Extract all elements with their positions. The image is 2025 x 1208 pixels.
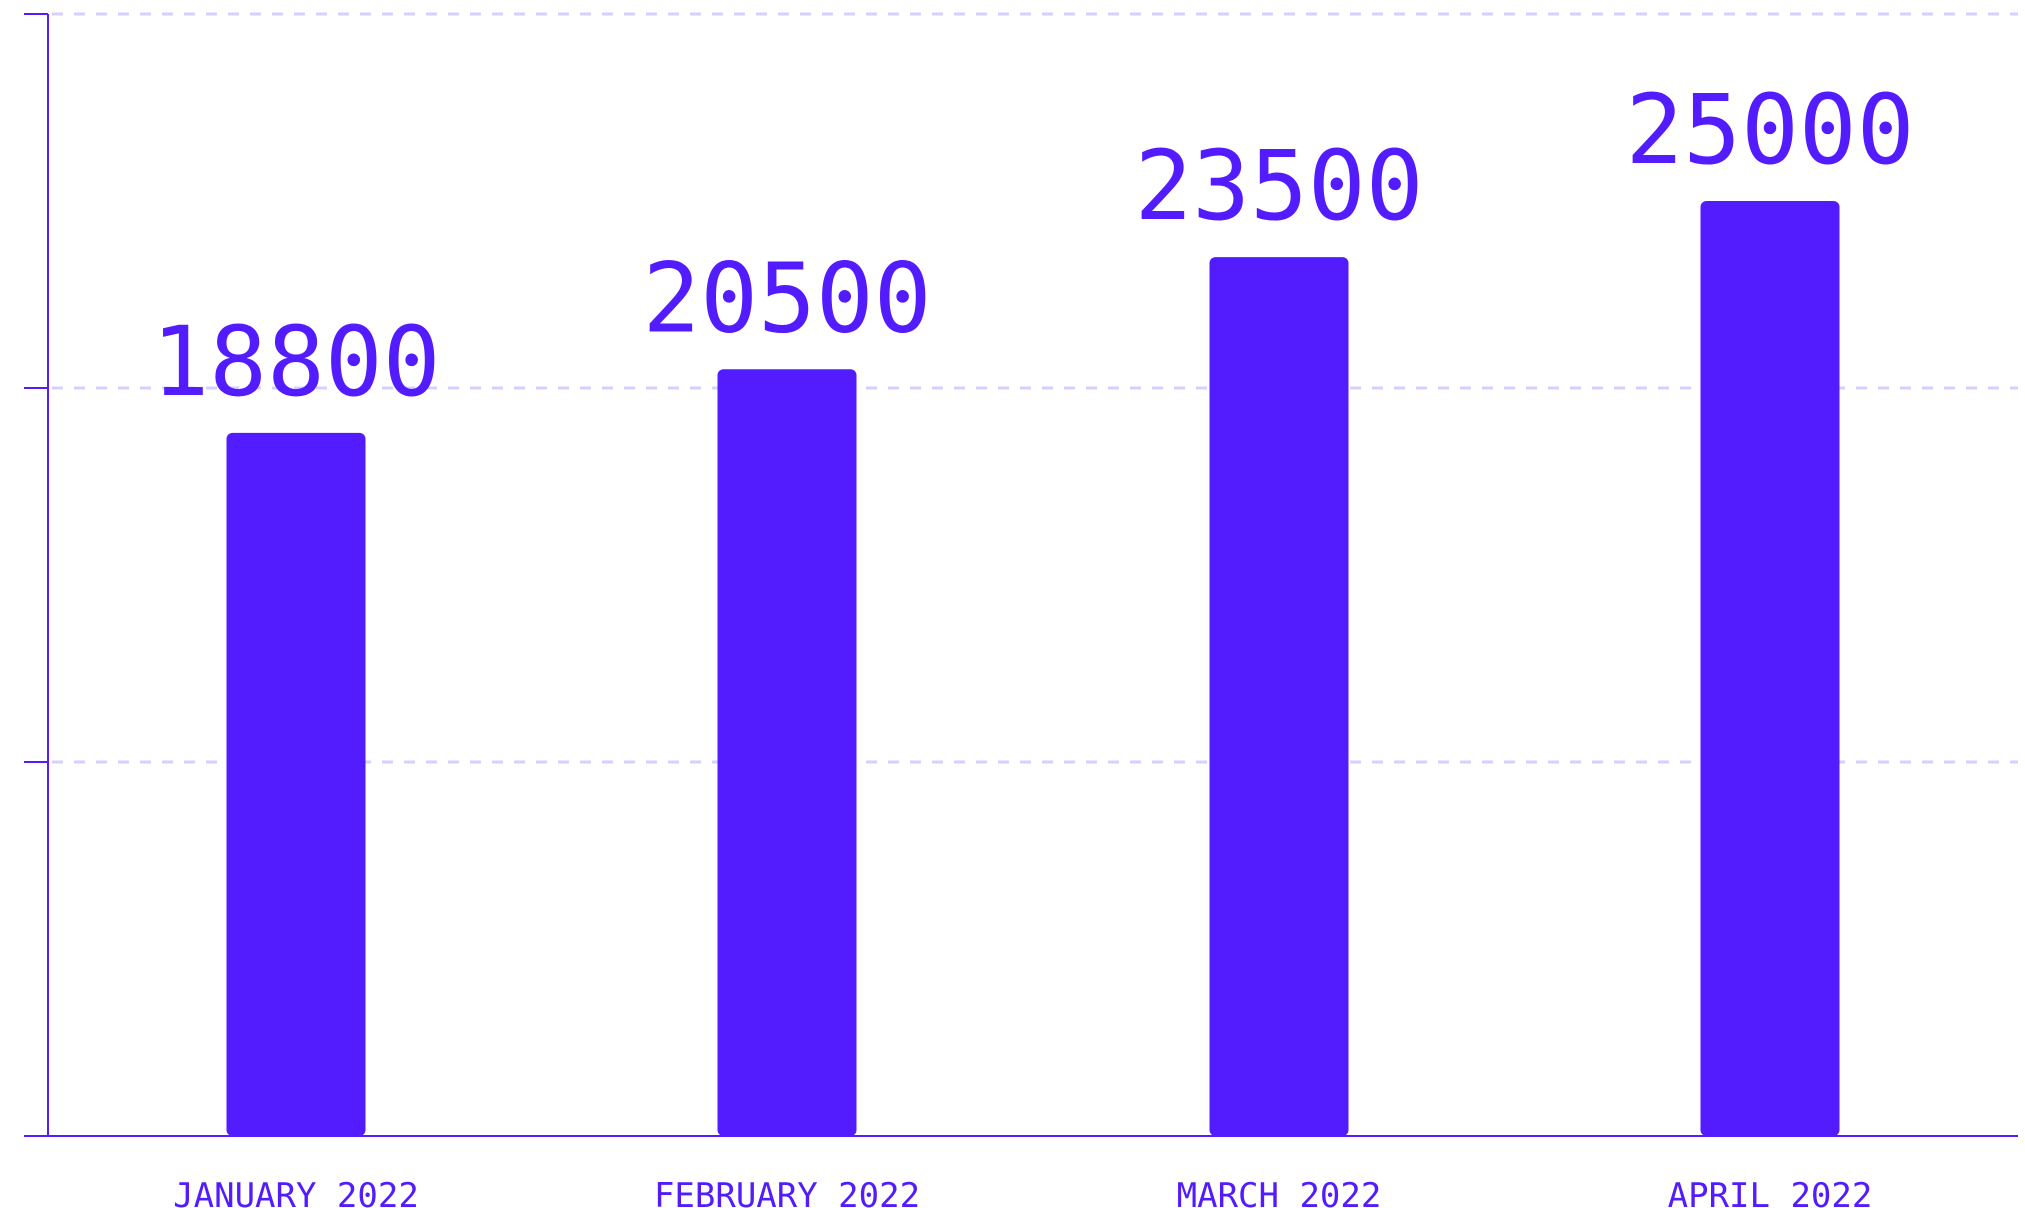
x-tick-label: APRIL 2022 — [1668, 1176, 1873, 1208]
bar — [717, 369, 857, 1136]
value-label: 20500 — [643, 242, 932, 354]
bars — [226, 201, 1840, 1137]
labels: 18800 JANUARY 2022 20500 FEBRUARY 2022 23500… — [152, 74, 1915, 1208]
grid-lines — [52, 12, 2018, 764]
x-tick-label: JANUARY 2022 — [173, 1176, 419, 1208]
x-tick-label: MARCH 2022 — [1177, 1176, 1382, 1208]
x-tick-label: FEBRUARY 2022 — [654, 1176, 920, 1208]
value-label: 23500 — [1135, 130, 1424, 242]
value-label: 25000 — [1626, 74, 1915, 186]
bar — [226, 432, 366, 1136]
bar — [1209, 257, 1349, 1137]
bar — [1700, 201, 1840, 1136]
value-label: 18800 — [152, 306, 441, 418]
